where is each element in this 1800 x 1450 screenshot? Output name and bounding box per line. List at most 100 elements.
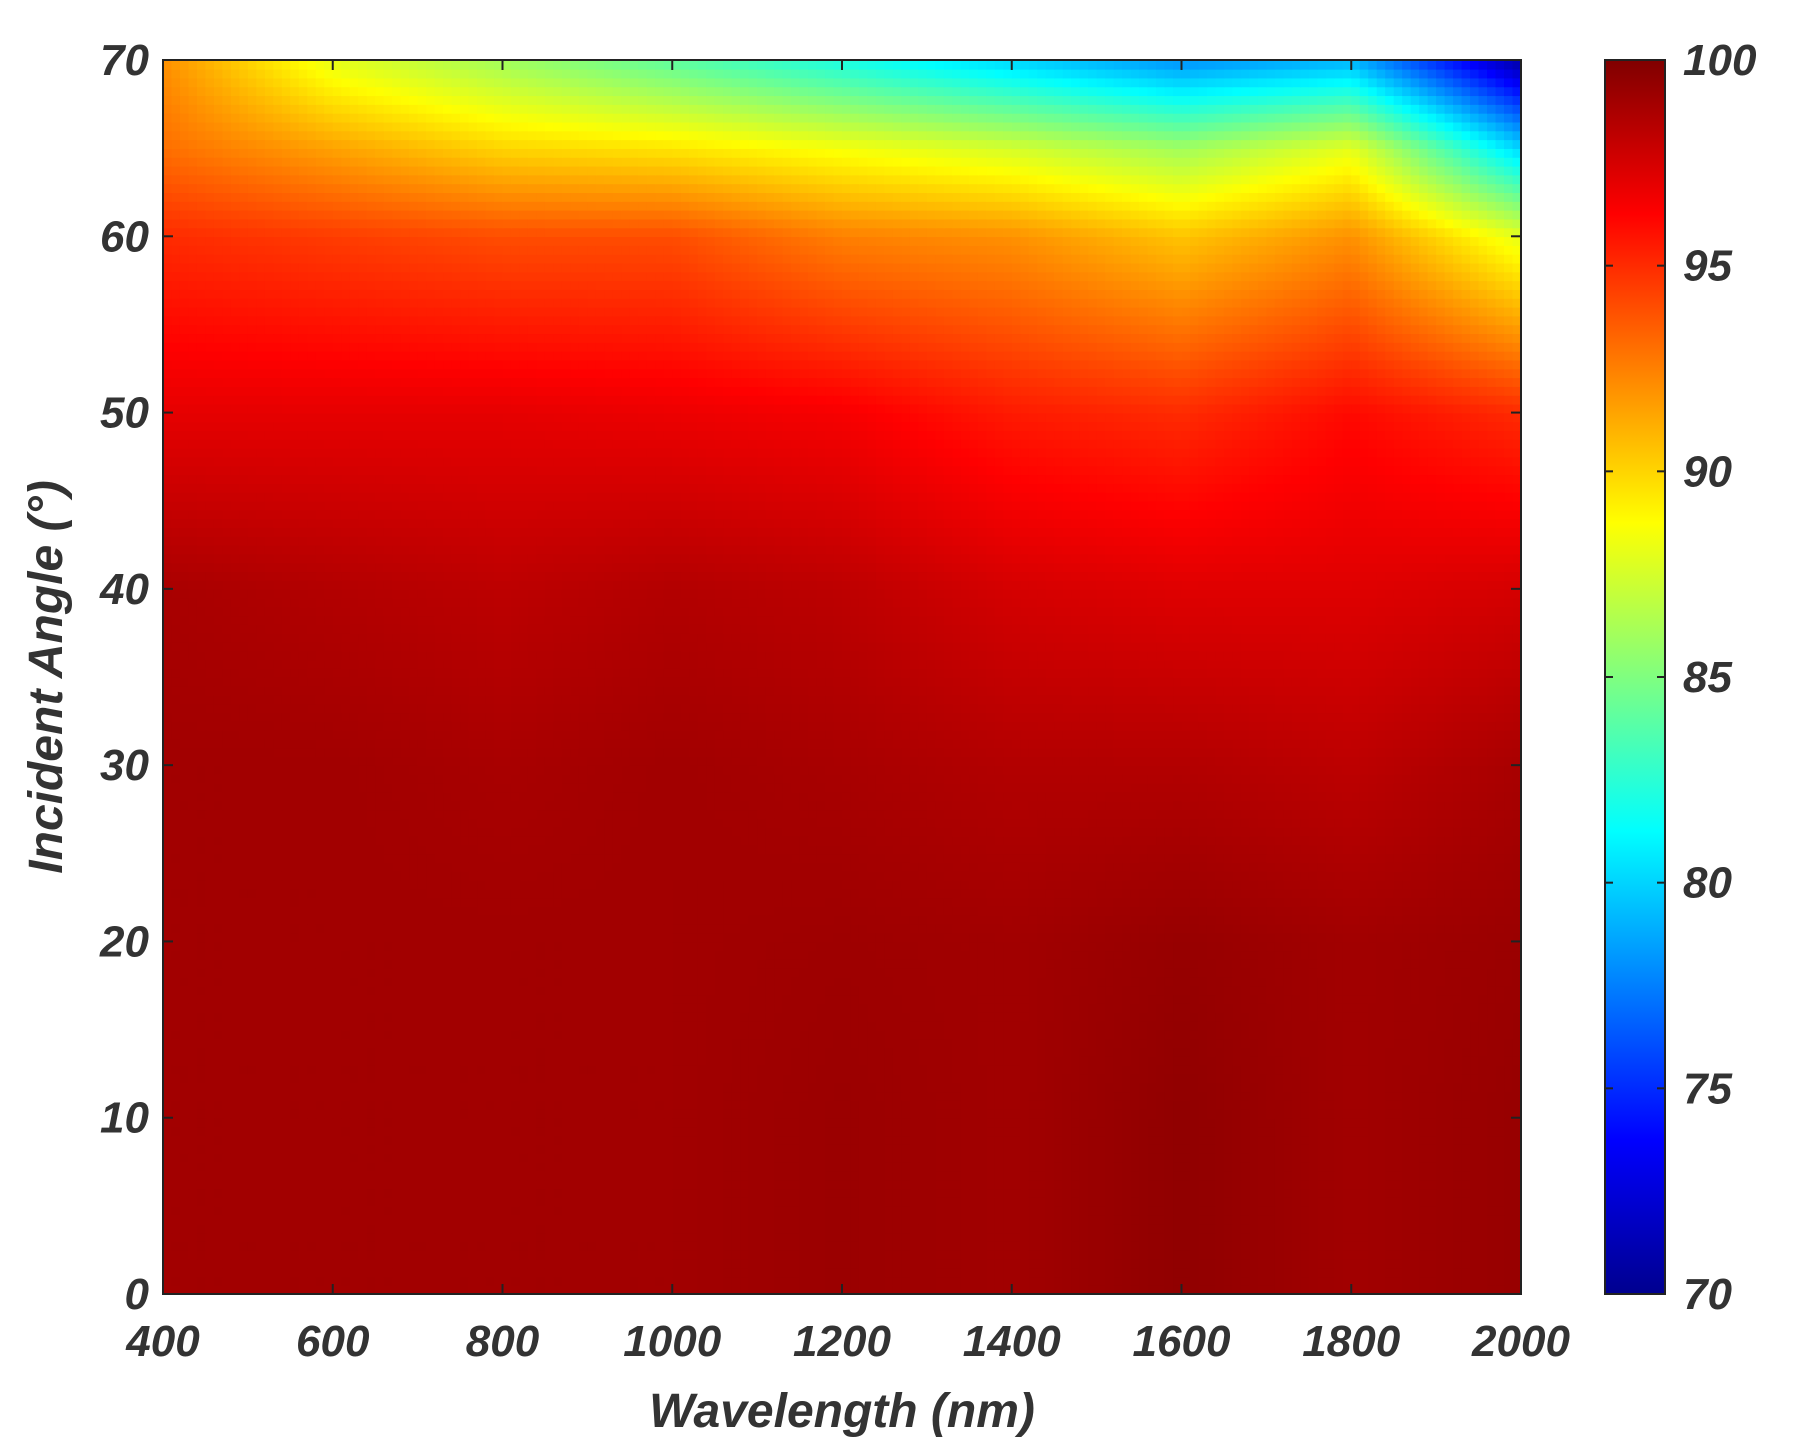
- heatmap-cell: [239, 1215, 248, 1225]
- heatmap-cell: [1394, 1162, 1403, 1172]
- heatmap-cell: [961, 1223, 970, 1233]
- heatmap-cell: [1037, 1021, 1046, 1031]
- heatmap-cell: [205, 1082, 214, 1092]
- heatmap-cell: [1012, 1232, 1021, 1242]
- heatmap-cell: [452, 1206, 461, 1216]
- heatmap-cell: [316, 1206, 325, 1216]
- heatmap-cell: [273, 1232, 282, 1242]
- heatmap-cell: [384, 1206, 393, 1216]
- heatmap-cell: [1317, 1215, 1326, 1225]
- heatmap-cell: [732, 1188, 741, 1198]
- heatmap-cell: [486, 1268, 495, 1278]
- heatmap-cell: [1139, 1074, 1148, 1084]
- heatmap-cell: [1156, 1153, 1165, 1163]
- heatmap-cell: [995, 1056, 1004, 1066]
- heatmap-cell: [1360, 1047, 1369, 1057]
- heatmap-cell: [536, 1171, 545, 1181]
- heatmap-cell: [774, 1250, 783, 1260]
- heatmap-cell: [1241, 1179, 1250, 1189]
- heatmap-cell: [630, 1038, 639, 1048]
- heatmap-cell: [1445, 1171, 1454, 1181]
- heatmap-cell: [409, 1223, 418, 1233]
- heatmap-cell: [825, 1259, 834, 1269]
- heatmap-cell: [409, 1047, 418, 1057]
- heatmap-cell: [927, 1250, 936, 1260]
- heatmap-cell: [290, 1100, 299, 1110]
- heatmap-cell: [647, 1082, 656, 1092]
- heatmap-cell: [1139, 1171, 1148, 1181]
- heatmap-cell: [1368, 1241, 1377, 1251]
- heatmap-cell: [1258, 1100, 1267, 1110]
- heatmap-cell: [205, 1065, 214, 1075]
- heatmap-cell: [205, 1153, 214, 1163]
- heatmap-cell: [1428, 1030, 1437, 1040]
- heatmap-cell: [1394, 1135, 1403, 1145]
- heatmap-cell: [867, 1074, 876, 1084]
- heatmap-cell: [282, 1153, 291, 1163]
- heatmap-cell: [1232, 1197, 1241, 1207]
- heatmap-cell: [1445, 1223, 1454, 1233]
- heatmap-cell: [647, 1232, 656, 1242]
- heatmap-cell: [1037, 1268, 1046, 1278]
- heatmap-cell: [1504, 1276, 1513, 1286]
- heatmap-cell: [1122, 1171, 1131, 1181]
- heatmap-cell: [273, 1100, 282, 1110]
- heatmap-cell: [1385, 1259, 1394, 1269]
- heatmap-cell: [1249, 1127, 1258, 1137]
- heatmap-cell: [986, 1250, 995, 1260]
- heatmap-cell: [1334, 1153, 1343, 1163]
- heatmap-cell: [290, 1091, 299, 1101]
- heatmap-cell: [791, 1276, 800, 1286]
- heatmap-cell: [918, 1030, 927, 1040]
- heatmap-cell: [1419, 1276, 1428, 1286]
- heatmap-cell: [401, 1074, 410, 1084]
- heatmap-cell: [1215, 1223, 1224, 1233]
- heatmap-cell: [1496, 1162, 1505, 1172]
- heatmap-cell: [1343, 1268, 1352, 1278]
- heatmap-cell: [1131, 1047, 1140, 1057]
- heatmap-cell: [1020, 1250, 1029, 1260]
- heatmap-cell: [511, 1259, 520, 1269]
- heatmap-cell: [995, 1188, 1004, 1198]
- heatmap-cell: [494, 1250, 503, 1260]
- heatmap-cell: [1445, 1074, 1454, 1084]
- heatmap-cell: [1266, 1179, 1275, 1189]
- heatmap-cell: [562, 1223, 571, 1233]
- heatmap-cell: [1156, 1276, 1165, 1286]
- heatmap-cell: [681, 1223, 690, 1233]
- heatmap-cell: [256, 1162, 265, 1172]
- heatmap-cell: [825, 1179, 834, 1189]
- heatmap-cell: [1258, 1241, 1267, 1251]
- heatmap-cell: [969, 1030, 978, 1040]
- heatmap-cell: [1453, 1197, 1462, 1207]
- heatmap-cell: [893, 1259, 902, 1269]
- heatmap-cell: [596, 1171, 605, 1181]
- heatmap-cell: [1334, 1082, 1343, 1092]
- heatmap-cell: [503, 1268, 512, 1278]
- heatmap-cell: [1470, 1144, 1479, 1154]
- heatmap-cell: [723, 1179, 732, 1189]
- heatmap-cell: [867, 1144, 876, 1154]
- heatmap-cell: [995, 1153, 1004, 1163]
- heatmap-cell: [477, 1144, 486, 1154]
- heatmap-cell: [1131, 1259, 1140, 1269]
- heatmap-cell: [604, 1268, 613, 1278]
- heatmap-cell: [511, 1074, 520, 1084]
- heatmap-cell: [952, 1100, 961, 1110]
- heatmap-cell: [443, 1250, 452, 1260]
- heatmap-cell: [1479, 1082, 1488, 1092]
- heatmap-cell: [783, 1206, 792, 1216]
- heatmap-cell: [808, 1038, 817, 1048]
- heatmap-cell: [791, 1241, 800, 1251]
- heatmap-cell: [180, 1259, 189, 1269]
- heatmap-cell: [316, 1223, 325, 1233]
- heatmap-cell: [1266, 1144, 1275, 1154]
- heatmap-cell: [545, 1241, 554, 1251]
- heatmap-cell: [1292, 1118, 1301, 1128]
- heatmap-cell: [1360, 1223, 1369, 1233]
- heatmap-cell: [995, 1082, 1004, 1092]
- heatmap-cell: [1198, 1109, 1207, 1119]
- heatmap-cell: [1462, 1241, 1471, 1251]
- heatmap-cell: [1029, 1223, 1038, 1233]
- heatmap-cell: [1165, 1038, 1174, 1048]
